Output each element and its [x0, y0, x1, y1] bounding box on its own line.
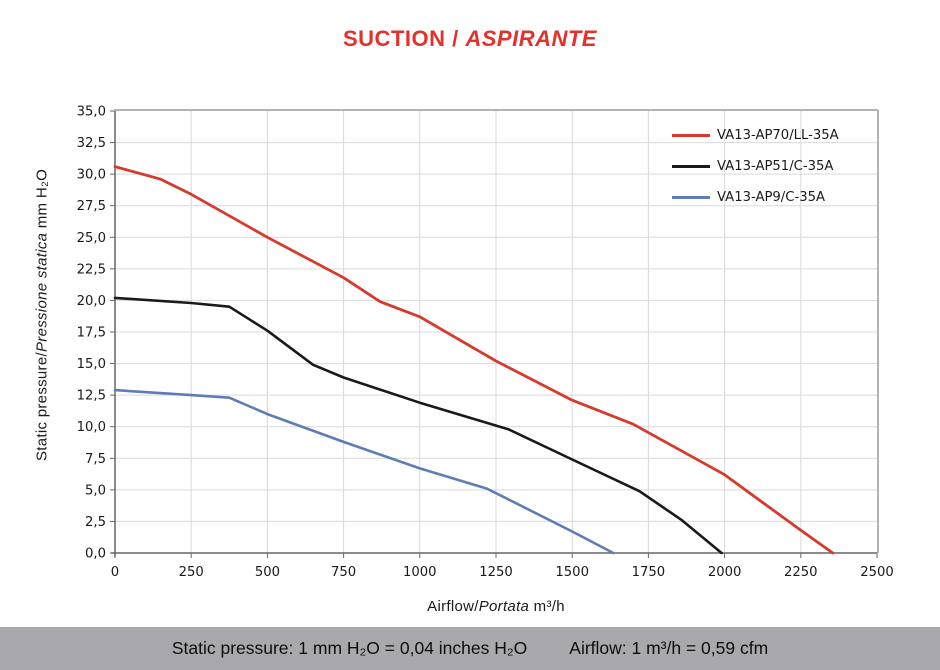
- legend-line-sample-black: [672, 164, 710, 168]
- chart-title: SUCTION / ASPIRANTE: [0, 26, 940, 52]
- x-tick-label: 500: [255, 565, 280, 580]
- y-tick-label: 25,0: [77, 231, 106, 246]
- y-tick-label: 0,0: [85, 547, 106, 562]
- legend-item-va13-ap9: VA13-AP9/C-35A: [672, 189, 839, 205]
- x-axis-title: Airflow/Portata m³/h: [115, 598, 877, 615]
- x-tick-label: 1750: [632, 565, 666, 580]
- x-tick-label: 0: [111, 565, 119, 580]
- x-tick-label: 2250: [784, 565, 818, 580]
- x-tick-label: 1000: [403, 565, 437, 580]
- y-tick-label: 17,5: [77, 326, 106, 341]
- y-tick-label: 2,5: [85, 515, 106, 530]
- airflow-conversion: Airflow: 1 m³/h = 0,59 cfm: [569, 638, 769, 658]
- y-tick-label: 12,5: [77, 389, 106, 404]
- series-line-VA13-AP70/LL-35A: [113, 165, 835, 555]
- static-pressure-conversion: Static pressure: 1 mm H₂O = 0,04 inches …: [171, 638, 528, 658]
- x-tick-label: 1500: [555, 565, 589, 580]
- legend-item-va13-ap70: VA13-AP70/LL-35A: [672, 127, 839, 143]
- y-axis-title-italian: Pressione statica: [33, 232, 51, 353]
- y-tick-label: 20,0: [77, 294, 106, 309]
- x-tick-label: 750: [331, 565, 356, 580]
- x-tick-label: 1250: [479, 565, 513, 580]
- series-line-VA13-AP9/C-35A: [113, 388, 615, 555]
- y-tick-label: 30,0: [77, 168, 106, 183]
- x-tick-label: 2000: [708, 565, 742, 580]
- chart-title-english: SUCTION /: [343, 26, 459, 51]
- y-axis-title-english: Static pressure/: [33, 352, 51, 462]
- y-tick-label: 10,0: [77, 420, 106, 435]
- x-tick-label: 250: [179, 565, 204, 580]
- conversion-footer-bar: Static pressure: 1 mm H₂O = 0,04 inches …: [0, 627, 940, 670]
- y-tick-label: 15,0: [77, 357, 106, 372]
- chart-title-italian: ASPIRANTE: [465, 26, 597, 51]
- y-axis-unit: mm H₂O: [33, 168, 51, 233]
- y-tick-label: 27,5: [77, 199, 106, 214]
- y-tick-label: 32,5: [77, 136, 106, 151]
- x-tick-label: 2500: [860, 565, 894, 580]
- x-axis-title-italian: Portata: [478, 598, 530, 615]
- y-tick-label: 35,0: [77, 105, 106, 120]
- y-tick-label: 5,0: [85, 483, 106, 498]
- legend-line-sample-blue: [672, 195, 710, 199]
- legend-label: VA13-AP70/LL-35A: [717, 127, 839, 143]
- y-tick-label: 7,5: [85, 452, 106, 467]
- legend-item-va13-ap51: VA13-AP51/C-35A: [672, 158, 839, 174]
- x-axis-unit: m³/h: [529, 598, 565, 615]
- y-tick-label: 22,5: [77, 262, 106, 277]
- x-axis-title-english: Airflow/: [427, 598, 479, 615]
- legend-label: VA13-AP9/C-35A: [717, 189, 826, 205]
- y-axis-title: Static pressure/Pressione statica mm H₂O: [34, 169, 51, 461]
- chart-legend: VA13-AP70/LL-35A VA13-AP51/C-35A VA13-AP…: [672, 128, 839, 221]
- legend-line-sample-red: [672, 133, 710, 137]
- legend-label: VA13-AP51/C-35A: [717, 158, 834, 174]
- series-line-VA13-AP51/C-35A: [113, 296, 723, 555]
